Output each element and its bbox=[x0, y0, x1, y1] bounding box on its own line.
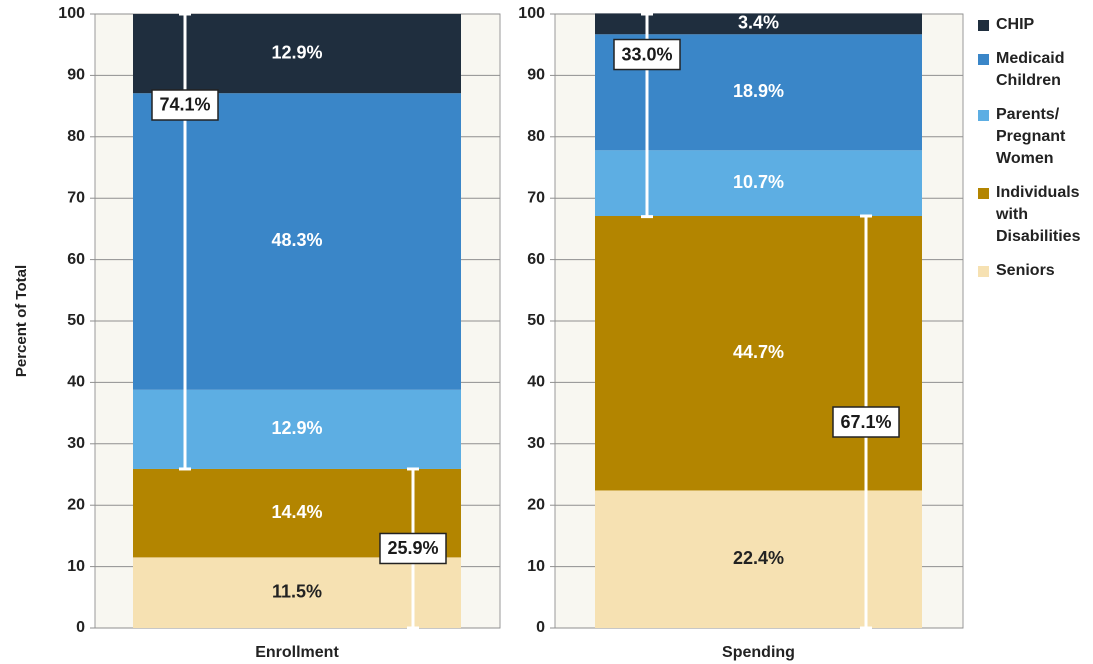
y-tick-label: 10 bbox=[67, 558, 85, 575]
data-label: 48.3% bbox=[271, 230, 322, 250]
y-tick-label: 80 bbox=[67, 128, 85, 145]
legend-label: Individuals with Disabilities bbox=[996, 184, 1081, 245]
y-axis-label: Percent of Total bbox=[13, 265, 30, 377]
legend-label: Medicaid Children bbox=[996, 50, 1065, 89]
data-label: 10.7% bbox=[733, 172, 784, 192]
y-tick-label: 50 bbox=[67, 312, 85, 329]
y-tick-label: 60 bbox=[527, 251, 545, 268]
y-tick-label: 40 bbox=[67, 374, 85, 391]
y-tick-label: 30 bbox=[527, 435, 545, 452]
legend-item: Parents/ Pregnant Women bbox=[978, 104, 1090, 170]
data-label: 12.9% bbox=[271, 42, 322, 62]
bracket: 33.0% bbox=[613, 12, 681, 219]
y-tick-label: 30 bbox=[67, 435, 85, 452]
y-tick-label: 100 bbox=[58, 5, 85, 22]
y-tick-label: 20 bbox=[67, 496, 85, 513]
bar-segment bbox=[133, 389, 461, 469]
data-label: 44.7% bbox=[733, 342, 784, 362]
data-label: 12.9% bbox=[271, 418, 322, 438]
bracket-label: 33.0% bbox=[621, 44, 672, 64]
data-label: 11.5% bbox=[272, 581, 322, 601]
y-tick-label: 100 bbox=[518, 5, 545, 22]
legend-label: Parents/ Pregnant Women bbox=[996, 106, 1066, 167]
data-label: 22.4% bbox=[733, 548, 784, 568]
bracket-label-box bbox=[613, 38, 681, 71]
bracket-label: 74.1% bbox=[159, 95, 210, 115]
y-tick-label: 20 bbox=[527, 496, 545, 513]
bar-segment bbox=[595, 13, 922, 35]
bar-segment bbox=[595, 150, 922, 217]
legend-swatch bbox=[978, 110, 989, 121]
legend: CHIP Medicaid Children Parents/ Pregnant W… bbox=[978, 14, 1090, 294]
bar-segment bbox=[133, 557, 461, 628]
y-tick-label: 0 bbox=[536, 619, 545, 636]
data-label: 14.4% bbox=[271, 502, 322, 522]
y-tick-label: 70 bbox=[527, 189, 545, 206]
bar-segment bbox=[133, 93, 461, 390]
bar-segment bbox=[133, 14, 461, 94]
legend-label: Seniors bbox=[996, 262, 1055, 279]
y-tick-label: 0 bbox=[76, 619, 85, 636]
y-tick-label: 50 bbox=[527, 312, 545, 329]
bracket-label: 25.9% bbox=[387, 538, 438, 558]
y-tick-label: 60 bbox=[67, 251, 85, 268]
legend-swatch bbox=[978, 20, 989, 31]
y-tick-label: 90 bbox=[527, 67, 545, 84]
legend-swatch bbox=[978, 266, 989, 277]
legend-item: CHIP bbox=[978, 14, 1090, 36]
bracket-label-box bbox=[379, 532, 447, 565]
legend-item: Individuals with Disabilities bbox=[978, 182, 1090, 248]
y-tick-label: 80 bbox=[527, 128, 545, 145]
y-tick-label: 70 bbox=[67, 189, 85, 206]
legend-item: Seniors bbox=[978, 260, 1090, 282]
legend-swatch bbox=[978, 54, 989, 65]
y-tick-label: 10 bbox=[527, 558, 545, 575]
bracket: 25.9% bbox=[379, 467, 447, 630]
bracket: 67.1% bbox=[832, 214, 900, 630]
y-tick-label: 40 bbox=[527, 374, 545, 391]
bracket-label-box bbox=[832, 406, 900, 438]
legend-label: CHIP bbox=[996, 16, 1035, 33]
legend-swatch bbox=[978, 188, 989, 199]
legend-item: Medicaid Children bbox=[978, 48, 1090, 92]
data-label: 18.9% bbox=[733, 81, 784, 101]
x-tick-label: Enrollment bbox=[255, 644, 339, 661]
y-tick-label: 90 bbox=[67, 67, 85, 84]
bracket-label: 67.1% bbox=[840, 412, 891, 432]
bracket: 74.1% bbox=[151, 12, 219, 471]
x-tick-label: Spending bbox=[722, 644, 795, 661]
data-label: 3.4% bbox=[738, 13, 779, 33]
bracket-label-box bbox=[151, 89, 219, 121]
